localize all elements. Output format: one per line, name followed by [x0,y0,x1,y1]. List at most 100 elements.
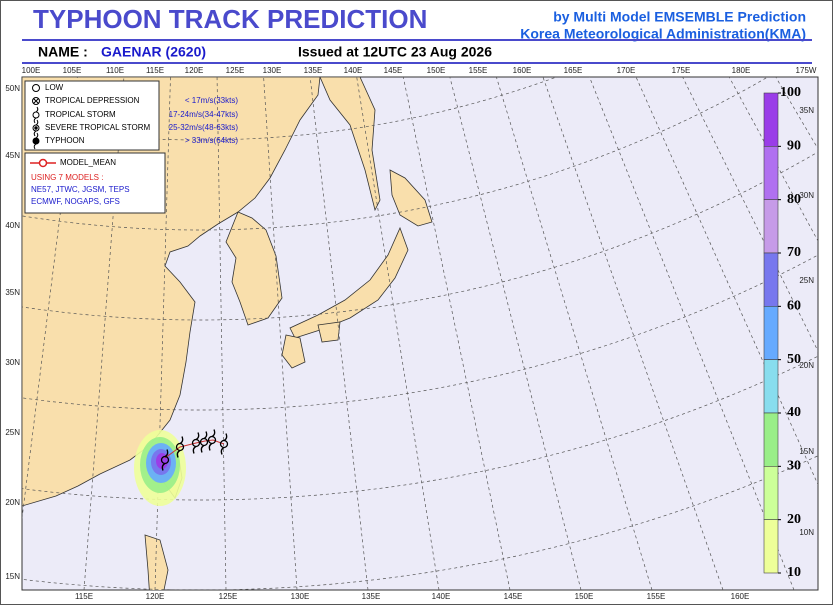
colorbar-label: 90 [787,139,801,154]
icon-td [32,97,40,105]
meridian [682,77,818,352]
legend-label: TROPICAL STORM [45,110,116,119]
legend-label: TROPICAL DEPRESSION [45,96,140,105]
lat-label: 20N [799,361,814,370]
meridian [635,77,818,486]
storm-symbol [199,431,209,453]
storm-symbol [160,449,170,471]
colorbar-segment [763,359,779,414]
lon-label: 105E [63,66,82,75]
subtitle: Korea Meteorological Administration(KMA) [520,26,806,42]
legend-label: SEVERE TROPICAL STORM [45,123,151,132]
legend-range: 25-32m/s(48-63kts) [169,123,239,132]
legend-label: LOW [45,83,64,92]
meridian [542,77,724,590]
lon-label: 115E [146,66,164,75]
lon-label: 145E [504,592,523,601]
lat-label: 15N [799,447,814,456]
colorbar-label: 10 [787,565,801,580]
legend-range: 17-24m/s(34-47kts) [169,110,239,119]
lat-label: 50N [5,84,20,93]
colorbar-segment [763,199,779,254]
colorbar-label: 80 [787,192,801,207]
colorbar-segment [763,146,779,200]
legend-range: < 17m/s(33kts) [185,96,238,105]
lon-label: 115E [75,592,93,601]
mean-icon [38,158,48,168]
legend-label: TYPHOON [45,136,85,145]
legend-models: NE57, JTWC, JGSM, TEPS [31,185,130,194]
colorbar-label: 50 [787,352,801,367]
lon-label: 175E [672,66,691,75]
icon-sts [34,126,38,130]
issued: Issued at 12UTC 23 Aug 2026 [298,44,492,60]
colorbar-segment [763,306,779,360]
legend-models: ECMWF, NOGAPS, GFS [31,197,120,206]
land [319,77,381,212]
lon-label: 135E [362,592,381,601]
lon-label: 125E [226,66,245,75]
lat-label: 15N [5,572,20,581]
storm-symbol [207,429,217,451]
subtitle: by Multi Model EMSEMBLE Prediction [553,9,806,25]
lat-label: 30N [5,358,20,367]
probability [134,430,186,506]
colorbar-label: 60 [787,299,801,314]
icon-sts [33,119,39,137]
lat-label: 35N [799,106,814,115]
land [281,334,306,369]
lat-label: 35N [5,288,20,297]
legend-box [24,80,160,151]
icon-ty [32,137,40,145]
icon-td [33,98,39,104]
parallel [22,77,557,141]
colorbar-label: 40 [787,405,801,420]
lon-label: 145E [384,66,403,75]
lon-label: 165E [564,66,583,75]
storm-symbol [191,432,201,454]
lon-label: 170E [617,66,636,75]
lat-label: 40N [5,221,20,230]
lon-label: 160E [731,592,750,601]
lon-label: 135E [304,66,323,75]
land [317,321,341,343]
legend-mean: MODEL_MEAN [60,158,116,167]
lon-label: 175W [796,66,817,75]
colorbar-label: 100 [780,85,801,100]
lon-label: 120E [146,592,165,601]
lat-label: 10N [799,528,814,537]
colorbar-segment [763,92,779,147]
track [160,429,229,471]
lon-label: 180E [732,66,751,75]
legend-count: USING 7 MODELS : [31,173,103,182]
lat-label: 20N [5,498,20,507]
land [144,534,169,590]
storm-name: GAENAR (2620) [101,44,206,60]
lon-label: 120E [185,66,204,75]
name-label: NAME : [38,44,88,60]
colorbar-segment [763,466,779,520]
colorbar-label: 30 [787,459,801,474]
meridian [402,77,511,590]
lon-label: 140E [344,66,363,75]
lat-label: 45N [5,151,20,160]
colorbar: 100 90 80 70 60 50 40 30 20 10 [763,85,801,580]
lat-label: 30N [799,191,814,200]
lon-label: 155E [647,592,666,601]
lon-label: 125E [219,592,238,601]
lat-label: 25N [5,428,20,437]
lon-label: 150E [575,592,594,601]
lon-label: 140E [432,592,451,601]
legend-range: > 33m/s(64kts) [185,136,238,145]
icon-ty [33,132,39,150]
icon-ts [33,106,39,124]
colorbar-label: 20 [787,512,801,527]
lon-label: 130E [291,592,310,601]
lon-label: 100E [22,66,41,75]
meridian [775,77,818,150]
lon-label: 160E [513,66,532,75]
lon-label: 155E [469,66,488,75]
storm-symbol [175,436,185,458]
